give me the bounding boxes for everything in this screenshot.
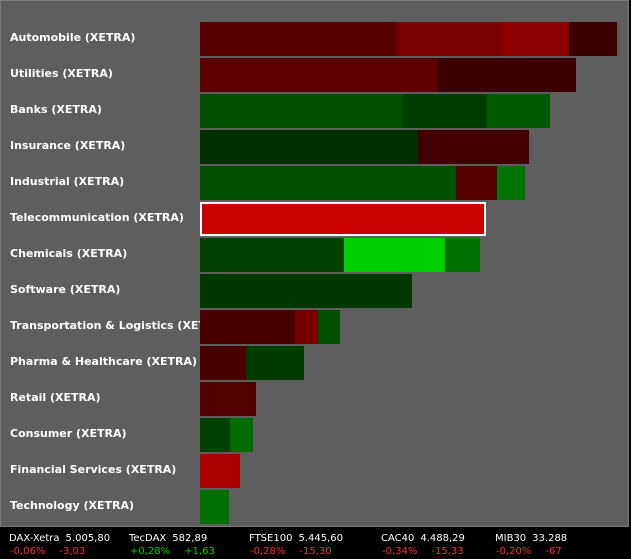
ticker-index-value: 5.445,60 [298, 533, 343, 544]
sector-bar[interactable] [200, 166, 525, 200]
ticker-index: DAX-Xetra 5.005,80 [9, 533, 110, 544]
sector-bar[interactable] [200, 202, 486, 236]
sector-label[interactable]: Utilities (XETRA) [10, 67, 113, 80]
sector-bar[interactable] [200, 94, 550, 128]
sector-bar[interactable] [200, 310, 340, 344]
ticker-change: -0,20% -67 [496, 546, 562, 557]
stock-tile[interactable] [200, 22, 397, 56]
sector-bar[interactable] [200, 238, 480, 272]
ticker-index: MIB30 33.288 [495, 533, 567, 544]
ticker-index-name: MIB30 [495, 533, 527, 544]
ticker-change-percent: -0,06% [10, 546, 46, 557]
stock-tile[interactable] [230, 418, 253, 452]
sector-label[interactable]: Technology (XETRA) [10, 499, 134, 512]
ticker-index-name: FTSE100 [249, 533, 293, 544]
sector-label[interactable]: Pharma & Healthcare (XETRA) [10, 355, 198, 368]
ticker-change-points: -3,03 [59, 546, 86, 557]
sector-label[interactable]: Transportation & Logistics (XETR. [10, 319, 200, 332]
ticker-index: CAC40 4.488,29 [381, 533, 465, 544]
stock-tile[interactable] [200, 382, 256, 416]
ticker-change-points: -67 [545, 546, 562, 557]
ticker-index: FTSE100 5.445,60 [249, 533, 343, 544]
sector-label[interactable]: Financial Services (XETRA) [10, 463, 177, 476]
stock-tile[interactable] [200, 166, 456, 200]
sector-label[interactable]: Telecommunication (XETRA) [10, 211, 184, 224]
stock-tile[interactable] [200, 346, 246, 380]
sector-bar[interactable] [200, 454, 240, 488]
stock-tile[interactable] [200, 490, 229, 524]
sector-label[interactable]: Automobile (XETRA) [10, 31, 136, 44]
stock-tile[interactable] [403, 94, 487, 128]
sector-label[interactable]: Chemicals (XETRA) [10, 247, 128, 260]
stock-tile[interactable] [445, 238, 480, 272]
stock-tile[interactable] [200, 454, 240, 488]
stock-tile[interactable] [200, 130, 418, 164]
stock-tile[interactable] [200, 94, 403, 128]
ticker-change: -0,34% -15,33 [382, 546, 464, 557]
ticker-change-points: +1,63 [184, 546, 215, 557]
ticker-change-percent: -0,28% [250, 546, 286, 557]
ticker-change: +0,28% +1,63 [130, 546, 215, 557]
stock-tile[interactable] [497, 166, 525, 200]
stock-tile[interactable] [200, 58, 438, 92]
sector-bar[interactable] [200, 418, 253, 452]
ticker-index-value: 5.005,80 [65, 533, 111, 544]
sector-label[interactable]: Industrial (XETRA) [10, 175, 125, 188]
sector-bar[interactable] [200, 346, 304, 380]
ticker-change-points: -15,30 [299, 546, 332, 557]
sector-bar[interactable] [200, 490, 229, 524]
ticker-index: TecDAX 582,89 [129, 533, 207, 544]
stock-tile[interactable] [344, 238, 445, 272]
sector-bar[interactable] [200, 22, 617, 56]
stock-tile[interactable] [569, 22, 617, 56]
ticker-index-value: 4.488,29 [420, 533, 465, 544]
ticker-change-percent: +0,28% [130, 546, 171, 557]
sector-label[interactable]: Insurance (XETRA) [10, 139, 126, 152]
stock-tile[interactable] [318, 310, 340, 344]
stock-tile[interactable] [246, 346, 304, 380]
sector-heatmap-panel: Automobile (XETRA) Utilities (XETRA) Banks… [0, 0, 629, 527]
sector-label[interactable]: Retail (XETRA) [10, 391, 101, 404]
sector-label[interactable]: Consumer (XETRA) [10, 427, 127, 440]
stock-tile[interactable] [200, 274, 412, 308]
ticker-index-value: 33.288 [532, 533, 568, 544]
ticker-change: -0,06% -3,03 [10, 546, 85, 557]
sector-label[interactable]: Banks (XETRA) [10, 103, 102, 116]
stock-tile[interactable] [456, 166, 497, 200]
ticker-change-percent: -0,34% [382, 546, 418, 557]
stock-tile[interactable] [418, 130, 529, 164]
stock-tile[interactable] [200, 418, 230, 452]
stock-tile[interactable] [397, 22, 501, 56]
ticker-index-name: TecDAX [129, 533, 167, 544]
ticker-index-name: CAC40 [381, 533, 415, 544]
ticker-change-percent: -0,20% [496, 546, 532, 557]
stock-tile[interactable] [487, 94, 550, 128]
ticker-change: -0,28% -15,30 [250, 546, 332, 557]
stock-tile[interactable] [295, 310, 318, 344]
sector-bar[interactable] [200, 382, 256, 416]
stock-tile[interactable] [200, 310, 295, 344]
stock-tile[interactable] [200, 202, 486, 236]
sector-bar[interactable] [200, 58, 576, 92]
index-ticker-bar: DAX-Xetra 5.005,80 -0,06% -3,03 TecDAX 582,89… [0, 529, 631, 559]
stock-tile[interactable] [200, 238, 344, 272]
ticker-index-value: 582,89 [172, 533, 208, 544]
sector-bar[interactable] [200, 130, 529, 164]
sector-label[interactable]: Software (XETRA) [10, 283, 121, 296]
ticker-index-name: DAX-Xetra [9, 533, 60, 544]
sector-bar[interactable] [200, 274, 412, 308]
ticker-change-points: -15,33 [431, 546, 464, 557]
stock-tile[interactable] [501, 22, 569, 56]
stock-tile[interactable] [438, 58, 576, 92]
